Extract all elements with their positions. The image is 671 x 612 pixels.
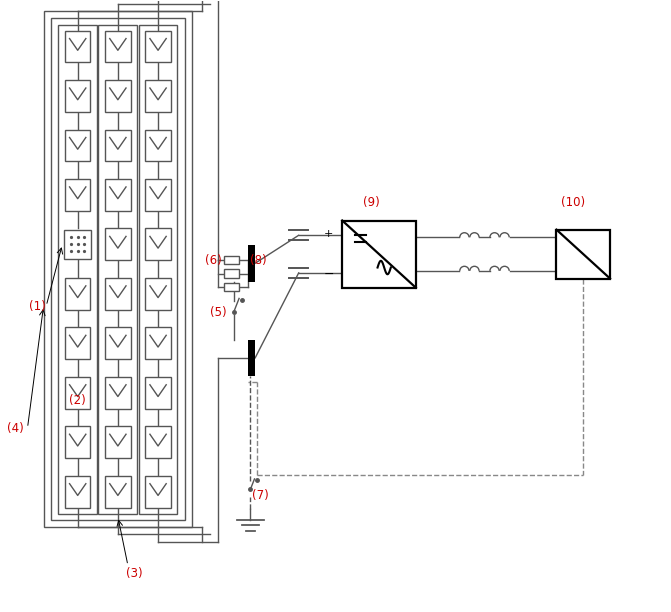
Bar — [105, 476, 131, 507]
Bar — [146, 377, 171, 409]
Text: (8): (8) — [250, 254, 267, 267]
Bar — [65, 377, 91, 409]
Bar — [248, 340, 255, 376]
Text: (10): (10) — [561, 196, 585, 209]
Bar — [556, 230, 610, 278]
Bar — [146, 278, 171, 310]
Text: −: − — [323, 267, 334, 281]
Bar — [146, 179, 171, 211]
Bar — [105, 179, 131, 211]
Bar — [146, 427, 171, 458]
Bar — [146, 476, 171, 507]
Bar — [105, 228, 131, 260]
Bar — [146, 130, 171, 162]
Bar — [65, 427, 91, 458]
Bar — [146, 327, 171, 359]
Bar — [146, 228, 171, 260]
Bar — [105, 130, 131, 162]
Bar — [105, 278, 131, 310]
Bar — [51, 18, 185, 520]
Bar — [139, 24, 177, 513]
Bar — [64, 230, 91, 259]
Bar — [105, 377, 131, 409]
Text: (3): (3) — [126, 567, 143, 580]
Bar — [105, 327, 131, 359]
Bar — [224, 256, 239, 264]
Bar — [65, 80, 91, 112]
Bar — [44, 11, 192, 527]
Bar — [65, 278, 91, 310]
Bar — [224, 269, 239, 278]
Text: (6): (6) — [205, 254, 222, 267]
Bar — [65, 327, 91, 359]
Bar — [65, 179, 91, 211]
Bar — [105, 427, 131, 458]
Text: (1): (1) — [29, 299, 46, 313]
Bar — [105, 31, 131, 62]
Text: (5): (5) — [210, 305, 227, 319]
Text: +: + — [324, 229, 333, 239]
Bar — [342, 220, 416, 288]
Bar — [146, 31, 171, 62]
Bar — [248, 245, 255, 282]
Bar — [105, 80, 131, 112]
Bar — [65, 31, 91, 62]
Bar — [224, 283, 239, 291]
Text: (9): (9) — [362, 196, 379, 209]
Bar — [146, 80, 171, 112]
Text: (2): (2) — [69, 394, 86, 407]
Text: (4): (4) — [7, 422, 23, 435]
Bar — [58, 24, 97, 513]
Bar — [65, 476, 91, 507]
Bar — [65, 130, 91, 162]
Text: (7): (7) — [252, 489, 269, 502]
Bar — [99, 24, 138, 513]
